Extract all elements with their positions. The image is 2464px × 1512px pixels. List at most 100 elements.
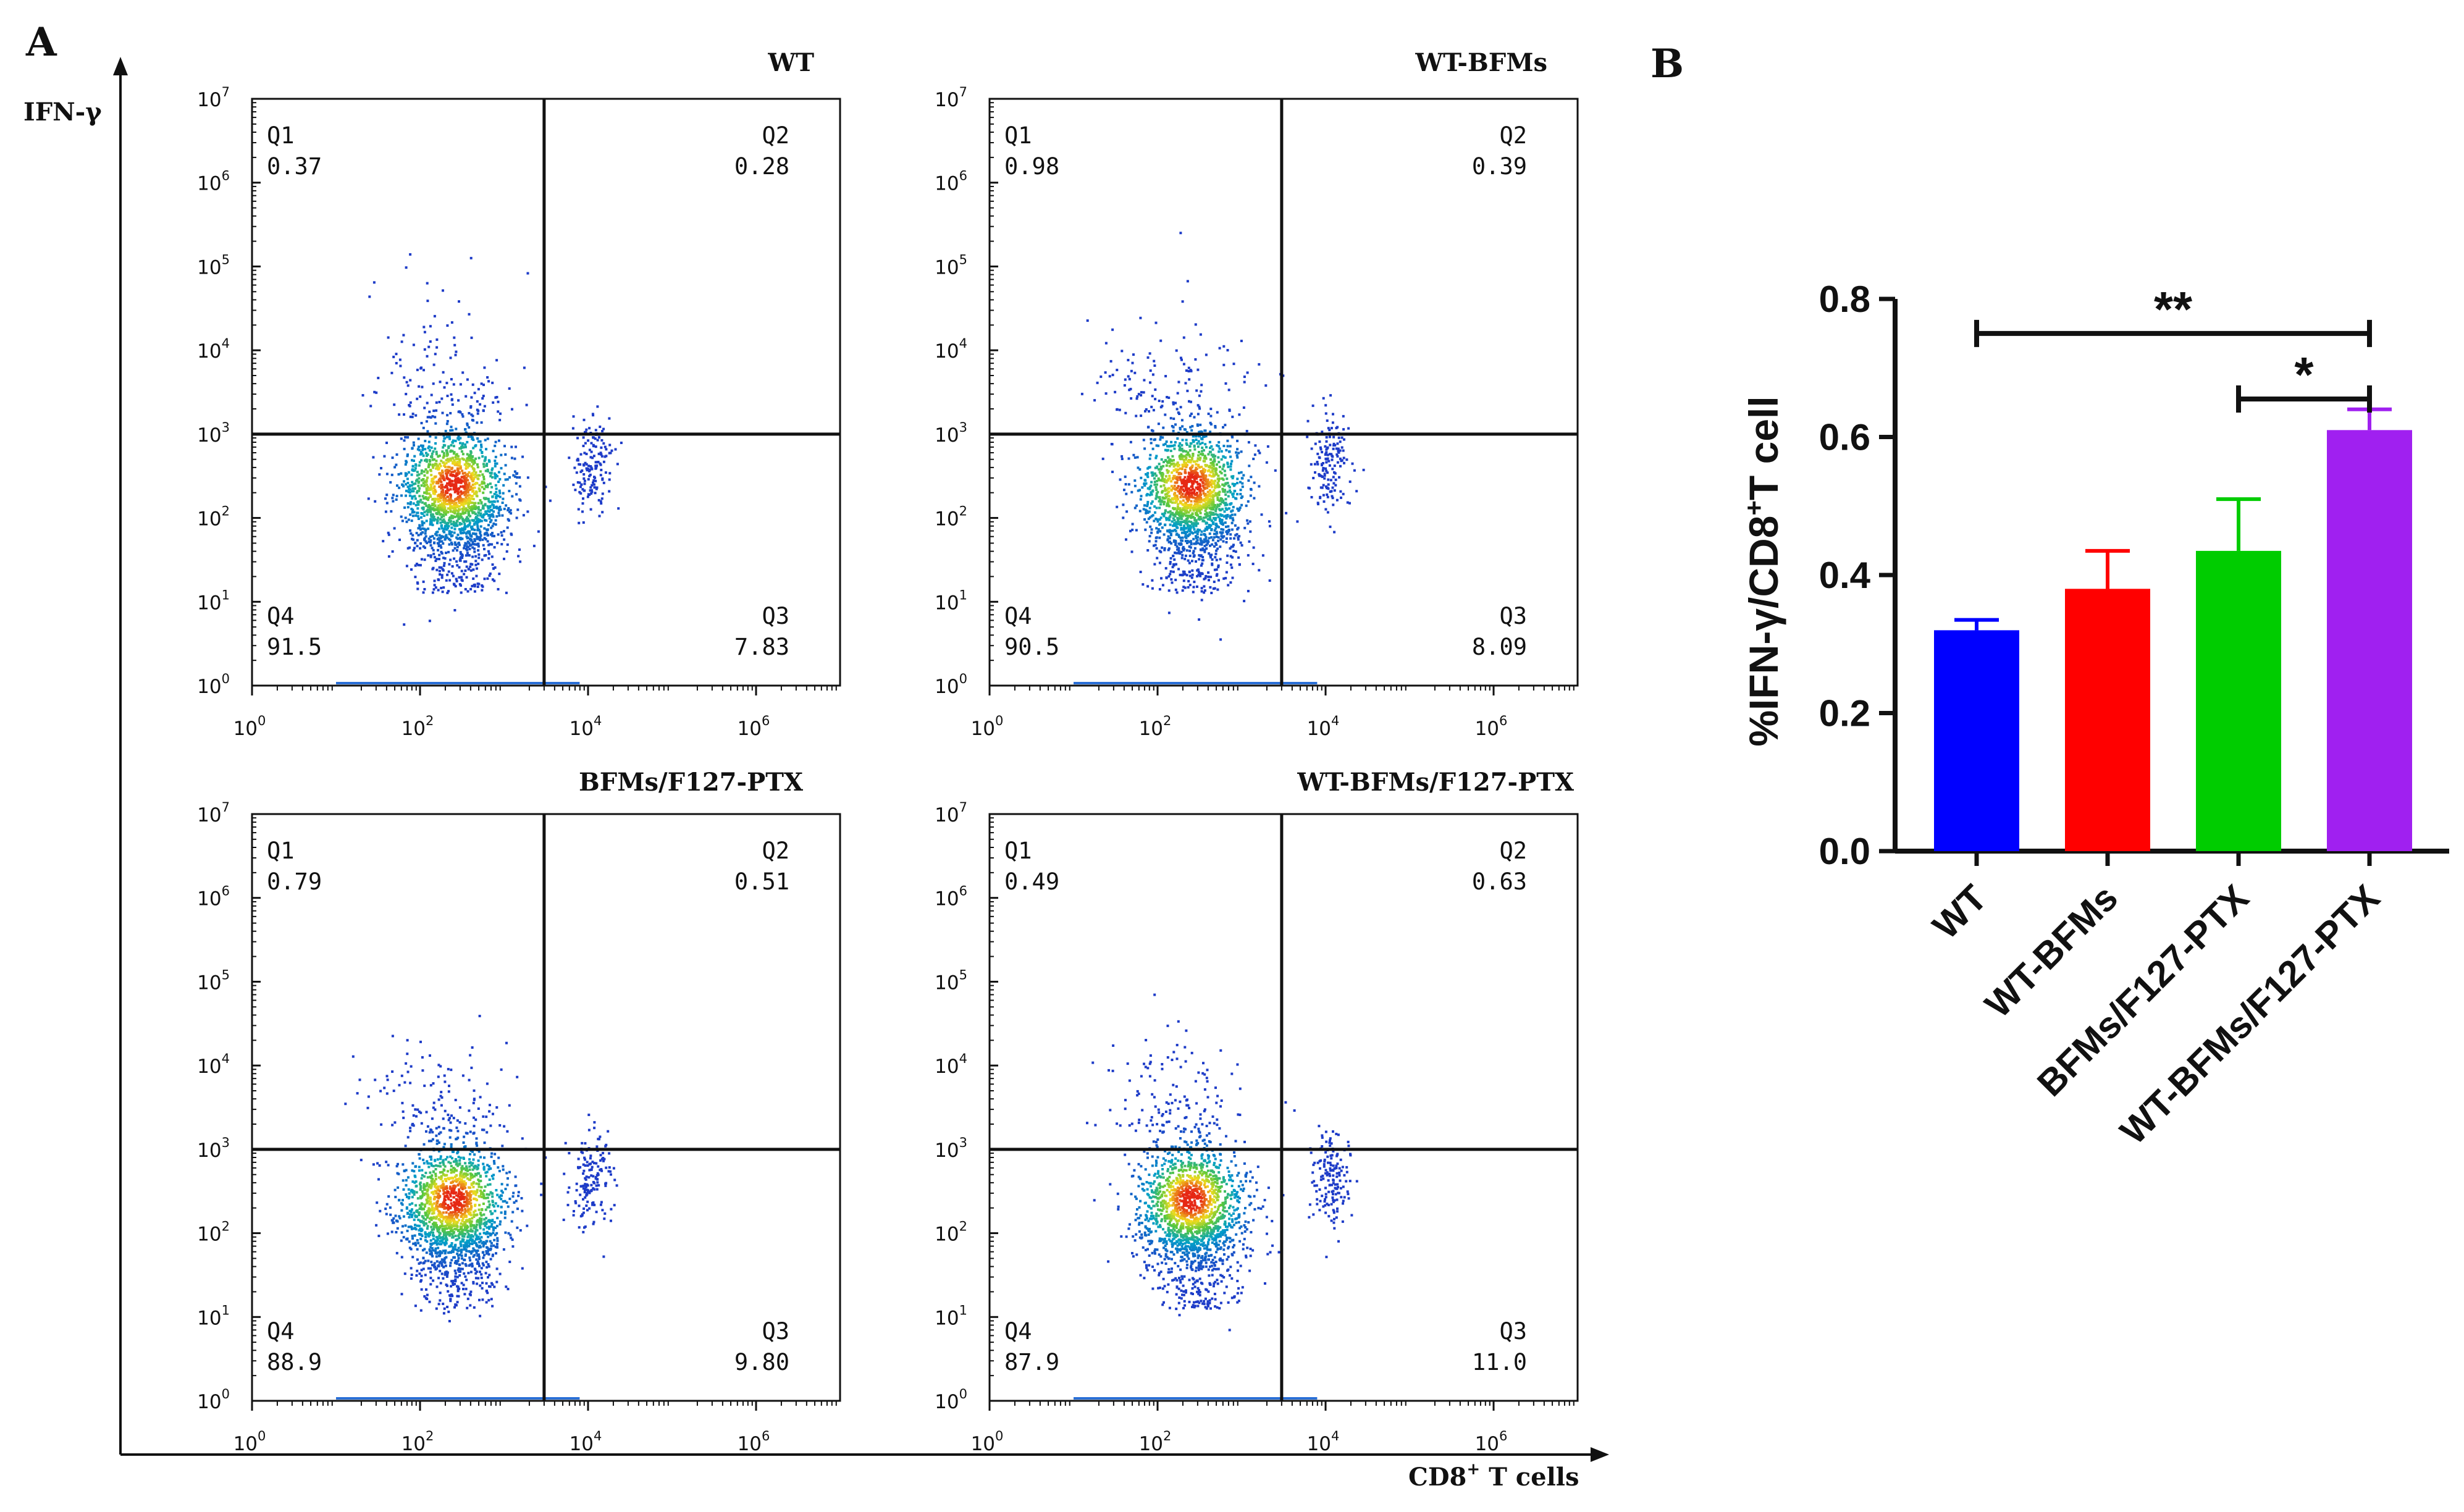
event-dot bbox=[1184, 502, 1187, 505]
event-dot bbox=[442, 461, 445, 464]
event-dot bbox=[577, 459, 579, 462]
event-dot bbox=[403, 623, 406, 626]
event-dot bbox=[505, 1172, 508, 1175]
event-dot bbox=[421, 448, 424, 452]
event-dot bbox=[472, 439, 475, 442]
event-dot bbox=[1340, 436, 1343, 439]
event-dot bbox=[471, 508, 474, 511]
event-dot bbox=[453, 527, 456, 531]
event-dot bbox=[505, 591, 508, 594]
event-dot bbox=[450, 523, 453, 526]
event-dot bbox=[450, 1224, 453, 1227]
event-dot bbox=[446, 487, 449, 490]
event-dot bbox=[481, 538, 484, 541]
event-dot bbox=[437, 1149, 440, 1153]
event-dot bbox=[1324, 412, 1327, 415]
event-dot bbox=[1178, 471, 1181, 474]
event-dot bbox=[1210, 479, 1213, 482]
event-dot bbox=[407, 490, 410, 494]
event-dot bbox=[442, 499, 445, 502]
event-dot bbox=[435, 558, 438, 561]
event-dot bbox=[408, 1240, 411, 1243]
event-dot bbox=[406, 436, 410, 439]
event-dot bbox=[1196, 495, 1199, 498]
event-dot bbox=[419, 395, 422, 398]
event-dot bbox=[1221, 501, 1224, 504]
event-dot bbox=[1204, 463, 1207, 466]
event-dot bbox=[409, 415, 412, 418]
event-dot bbox=[1332, 482, 1335, 485]
event-dot bbox=[424, 468, 427, 471]
event-dot bbox=[1195, 435, 1198, 438]
event-dot bbox=[1296, 520, 1299, 523]
event-dot bbox=[414, 564, 417, 567]
y-tick-label: 107 bbox=[197, 85, 230, 111]
event-dot bbox=[450, 479, 453, 482]
event-dot bbox=[446, 420, 449, 422]
event-dot bbox=[478, 1204, 481, 1207]
event-dot bbox=[1205, 475, 1208, 478]
event-dot bbox=[471, 1217, 474, 1220]
event-dot bbox=[460, 1251, 463, 1254]
event-dot bbox=[419, 451, 423, 453]
event-dot bbox=[481, 485, 484, 489]
event-dot bbox=[1179, 573, 1182, 576]
event-dot bbox=[1229, 465, 1232, 468]
event-dot bbox=[479, 537, 482, 539]
event-dot bbox=[419, 1183, 421, 1186]
event-dot bbox=[1181, 300, 1184, 303]
event-dot bbox=[1174, 522, 1177, 525]
event-dot bbox=[460, 532, 463, 535]
event-dot bbox=[599, 462, 602, 465]
event-dot bbox=[1208, 494, 1211, 497]
event-dot bbox=[504, 453, 507, 456]
event-dot bbox=[450, 531, 453, 534]
event-dot bbox=[1154, 497, 1158, 500]
event-dot bbox=[408, 494, 411, 497]
event-dot bbox=[453, 506, 456, 510]
event-dot bbox=[1174, 497, 1177, 500]
event-dot bbox=[465, 560, 468, 563]
event-dot bbox=[1197, 574, 1200, 577]
event-dot bbox=[598, 436, 600, 439]
event-dot bbox=[468, 502, 470, 505]
event-dot bbox=[1237, 471, 1240, 474]
event-dot bbox=[1186, 514, 1189, 517]
event-dot bbox=[477, 549, 480, 552]
event-dot bbox=[1187, 475, 1190, 478]
event-dot bbox=[500, 1206, 503, 1209]
event-dot bbox=[422, 545, 425, 548]
event-dot bbox=[501, 1144, 504, 1148]
event-dot bbox=[1199, 487, 1202, 490]
event-dot bbox=[1197, 445, 1200, 448]
event-dot bbox=[441, 485, 444, 489]
event-dot bbox=[409, 488, 412, 491]
event-dot bbox=[446, 521, 449, 524]
event-dot bbox=[516, 476, 519, 479]
event-dot bbox=[474, 555, 477, 558]
event-dot bbox=[1318, 474, 1321, 477]
event-dot bbox=[1340, 459, 1343, 462]
event-dot bbox=[498, 509, 501, 512]
event-dot bbox=[1201, 506, 1204, 509]
event-dot bbox=[488, 552, 491, 555]
event-dot bbox=[610, 449, 613, 452]
event-dot bbox=[1169, 562, 1172, 565]
event-dot bbox=[1129, 387, 1132, 390]
event-dot bbox=[481, 397, 484, 400]
event-dot bbox=[455, 579, 458, 582]
event-dot bbox=[1116, 505, 1119, 508]
event-dot bbox=[1180, 479, 1183, 482]
event-dot bbox=[1342, 414, 1345, 418]
event-dot bbox=[571, 427, 574, 430]
event-dot bbox=[482, 1228, 486, 1231]
event-dot bbox=[1334, 443, 1337, 447]
event-dot bbox=[603, 445, 607, 448]
event-dot bbox=[587, 464, 590, 468]
event-dot bbox=[427, 345, 431, 348]
event-dot bbox=[1188, 495, 1191, 498]
event-dot bbox=[436, 464, 439, 467]
event-dot bbox=[430, 446, 433, 449]
event-dot bbox=[497, 439, 500, 442]
